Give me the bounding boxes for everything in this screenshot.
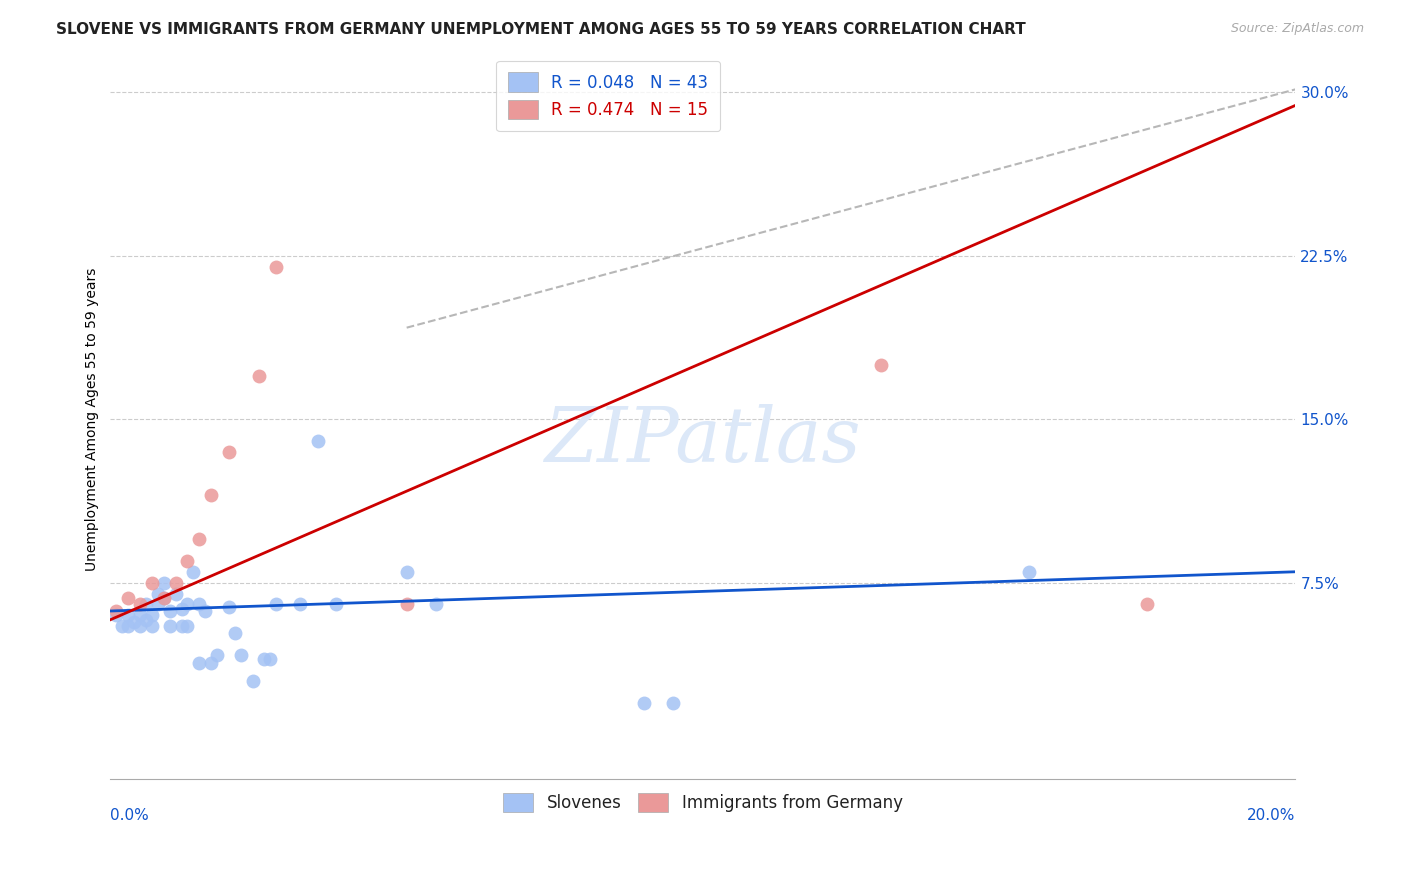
Point: [425, 598, 447, 612]
Text: 0.0%: 0.0%: [111, 808, 149, 823]
Point: [152, 591, 174, 605]
Point: [146, 598, 169, 612]
Point: [266, 598, 288, 612]
Point: [159, 619, 181, 633]
Point: [288, 598, 311, 612]
Point: [159, 604, 181, 618]
Point: [122, 615, 145, 629]
Point: [869, 358, 891, 372]
Point: [1136, 598, 1159, 612]
Point: [188, 598, 211, 612]
Point: [111, 619, 134, 633]
Point: [224, 625, 246, 640]
Point: [247, 368, 270, 383]
Point: [218, 445, 240, 459]
Point: [152, 591, 174, 605]
Point: [325, 598, 347, 612]
Point: [200, 657, 222, 671]
Point: [141, 608, 163, 623]
Point: [146, 586, 169, 600]
Point: [152, 575, 174, 590]
Point: [200, 488, 222, 502]
Point: [395, 598, 418, 612]
Point: [1018, 565, 1040, 579]
Point: [218, 599, 240, 614]
Point: [117, 608, 139, 623]
Y-axis label: Unemployment Among Ages 55 to 59 years: Unemployment Among Ages 55 to 59 years: [86, 268, 100, 571]
Point: [129, 608, 152, 623]
Point: [253, 652, 276, 666]
Point: [170, 619, 193, 633]
Point: [194, 604, 217, 618]
Point: [395, 565, 418, 579]
Point: [662, 696, 685, 710]
Point: [307, 434, 329, 448]
Text: ZIPatlas: ZIPatlas: [544, 404, 862, 478]
Point: [188, 532, 211, 546]
Point: [129, 619, 152, 633]
Point: [259, 652, 281, 666]
Point: [183, 565, 205, 579]
Point: [117, 619, 139, 633]
Point: [165, 575, 187, 590]
Point: [633, 696, 655, 710]
Point: [176, 554, 198, 568]
Point: [165, 586, 187, 600]
Point: [135, 613, 157, 627]
Point: [135, 598, 157, 612]
Text: Source: ZipAtlas.com: Source: ZipAtlas.com: [1230, 22, 1364, 36]
Point: [242, 673, 264, 688]
Point: [176, 619, 198, 633]
Point: [229, 648, 252, 662]
Point: [129, 598, 152, 612]
Point: [105, 608, 128, 623]
Point: [266, 260, 288, 274]
Text: 20.0%: 20.0%: [1247, 808, 1295, 823]
Point: [205, 648, 228, 662]
Point: [141, 575, 163, 590]
Point: [117, 591, 139, 605]
Point: [170, 602, 193, 616]
Point: [105, 604, 128, 618]
Text: SLOVENE VS IMMIGRANTS FROM GERMANY UNEMPLOYMENT AMONG AGES 55 TO 59 YEARS CORREL: SLOVENE VS IMMIGRANTS FROM GERMANY UNEMP…: [56, 22, 1026, 37]
Point: [188, 657, 211, 671]
Point: [176, 598, 198, 612]
Point: [141, 619, 163, 633]
Legend: Slovenes, Immigrants from Germany: Slovenes, Immigrants from Germany: [495, 785, 911, 821]
